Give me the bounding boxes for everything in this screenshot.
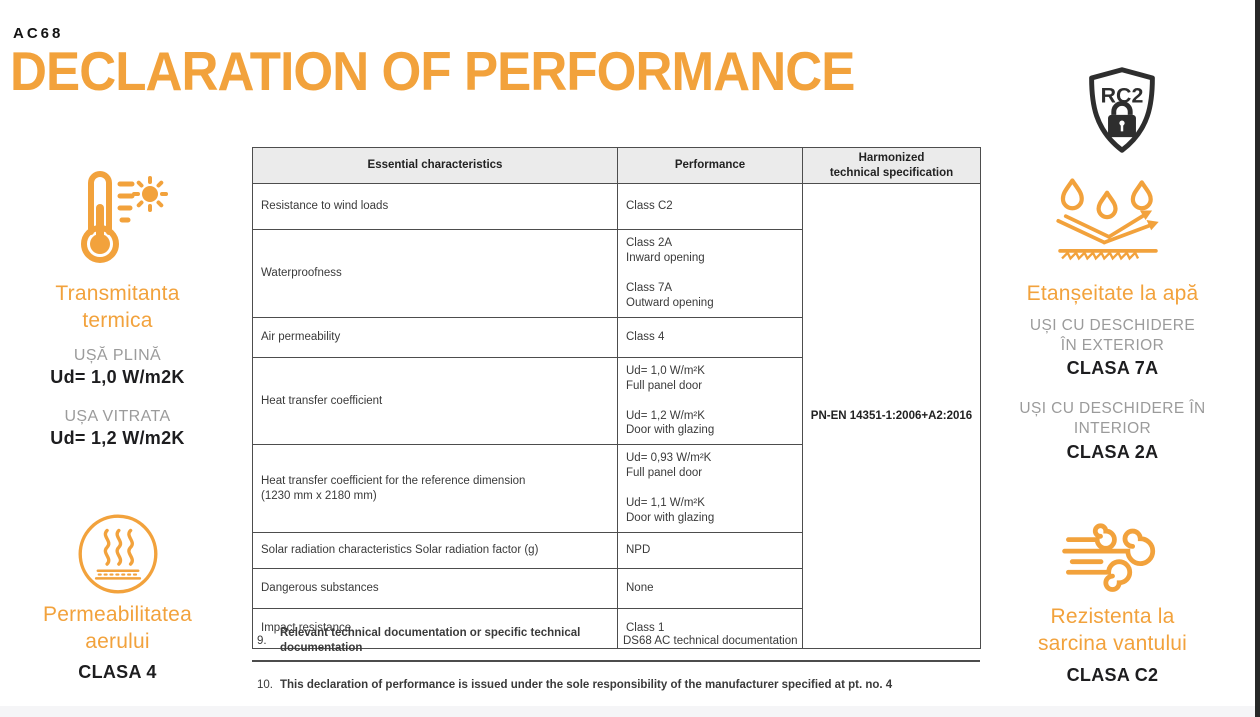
glazed-door-value: Ud= 1,2 W/m2K [50,428,185,448]
note-label: Relevant technical documentation or spec… [280,627,581,654]
performance-cell: Ud= 1,0 W/m²K Full panel door Ud= 1,2 W/… [617,356,803,446]
screen-right-edge [1255,0,1260,717]
air-permeability-icon [78,514,158,594]
thermal-transmittance-title: Transmitanta termica [55,282,180,332]
table-row: Solar radiation characteristics Solar ra… [252,532,981,570]
full-door-value: Ud= 1,0 W/m2K [50,367,185,387]
characteristic-cell: Waterproofness [252,229,618,318]
outward-opening-label: UȘI CU DESCHIDERE ÎN EXTERIOR [1029,317,1196,355]
performance-cell: None [617,568,803,610]
inward-opening-label: UȘI CU DESCHIDERE ÎN INTERIOR [1019,400,1206,438]
harmonized-spec-cell: PN-EN 14351-1:2006+A2:2016 [802,182,981,650]
note-label: This declaration of performance is issue… [280,678,893,691]
note-value: DS68 AC technical documentation [623,635,798,647]
rc2-shield-icon: RC2 [1089,67,1155,153]
table-row: Dangerous substances None [252,568,981,610]
wind-resistance-title: Rezistenta la sarcina vantului [1037,605,1188,655]
note-number: 9. [257,635,267,647]
characteristic-cell: Resistance to wind loads [252,183,618,230]
table-row: Impact resistance Class 1 [252,608,981,650]
performance-table: Essential characteristics Performance Ha… [252,147,981,650]
performance-cell: Class C2 [617,183,803,230]
thermometer-sun-icon [81,171,168,263]
characteristic-cell: Heat transfer coefficient [252,356,618,446]
characteristic-cell: Solar radiation characteristics Solar ra… [252,532,618,570]
table-row: Air permeability Class 4 [252,316,981,358]
air-permeability-class: CLASA 4 [78,662,157,682]
column-header-harmonized-spec: Harmonized technical specification [802,147,981,184]
wind-resistance-class: CLASA C2 [1066,665,1159,685]
column-header-essential-characteristics: Essential characteristics [252,147,618,184]
characteristic-cell: Impact resistance [252,608,618,650]
performance-cell: Ud= 0,93 W/m²K Full panel door Ud= 1,1 W… [617,444,803,534]
table-row: Heat transfer coefficient Ud= 1,0 W/m²K F… [252,356,981,446]
column-header-performance: Performance [617,147,803,184]
full-door-label: UȘĂ PLINĂ [73,347,162,364]
table-row: Waterproofness Class 2A Inward opening Cl… [252,229,981,318]
characteristic-cell: Air permeability [252,316,618,358]
performance-cell: Class 4 [617,316,803,358]
glazed-door-label: UȘA VITRATA [64,408,171,425]
characteristic-cell: Heat transfer coefficient for the refere… [252,444,618,534]
performance-cell: Class 1 [617,608,803,650]
water-tightness-title: Etanșeitate la apă [1026,282,1199,305]
note-row-10: 10. This declaration of performance is i… [252,668,980,702]
water-tightness-icon [1056,178,1159,261]
performance-cell: Class 2A Inward opening Class 7A Outward… [617,229,803,318]
note-row-9: 9. Relevant technical documentation or s… [252,624,980,658]
page-title: DECLARATION OF PERFORMANCE [10,40,855,102]
footer-band [0,706,1260,717]
wind-resistance-icon [1062,523,1156,592]
inward-opening-class: CLASA 2A [1066,442,1159,462]
notes-divider [252,660,980,662]
notes-section: 9. Relevant technical documentation or s… [252,624,980,702]
table-row: Heat transfer coefficient for the refere… [252,444,981,534]
note-number: 10. [257,679,273,691]
product-code: AC68 [13,25,64,42]
air-permeability-title: Permeabilitatea aerului [43,603,192,653]
characteristic-cell: Dangerous substances [252,568,618,610]
performance-cell: NPD [617,532,803,570]
table-row: Resistance to wind loads Class C2 PN-EN 14… [252,182,981,650]
table-header-row: Essential characteristics Performance Ha… [252,147,981,184]
outward-opening-class: CLASA 7A [1066,358,1159,378]
